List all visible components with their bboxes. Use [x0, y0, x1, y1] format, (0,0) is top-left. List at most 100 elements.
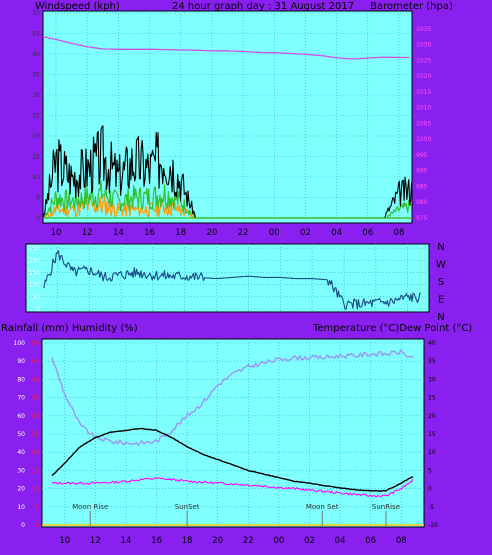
barometer-tick: 1005	[416, 120, 431, 127]
temperature-tick: 20	[428, 413, 436, 420]
x-tick-label: 20	[206, 228, 217, 238]
barometer-tick: 1015	[416, 89, 431, 96]
x-tick-label: 04	[331, 228, 342, 238]
humidity-tick: 100	[14, 340, 26, 347]
wind-barometer-plot	[42, 10, 413, 224]
barometer-tick: 975	[416, 215, 428, 222]
temperature-tick: 35	[428, 358, 436, 365]
x-tick-label: 04	[335, 536, 346, 546]
temperature-tick: -5	[428, 504, 434, 511]
rain-tick: 0	[35, 522, 39, 529]
x-tick-label: 20	[212, 536, 223, 546]
rain-humidity-axis-label: Rainfall (mm) Humidity (%)	[1, 323, 138, 334]
temperature-tick: 30	[428, 376, 436, 383]
x-tick-label: 10	[51, 228, 62, 238]
windspeed-tick: 40	[32, 51, 40, 58]
rain-tick: 10	[31, 486, 39, 493]
x-tick-label: 18	[175, 228, 186, 238]
x-tick-label: 00	[269, 228, 280, 238]
temperature-tick: 10	[428, 449, 436, 456]
direction-series	[43, 250, 422, 310]
rain-tick: 20	[31, 449, 39, 456]
temperature-tick: 0	[428, 486, 432, 493]
x-tick-label: 02	[304, 536, 315, 546]
humidity-tick: 90	[17, 358, 25, 365]
direction-plot-grid	[26, 244, 429, 312]
direction-degree-ticks: 0 50 100 150 200 250	[29, 245, 41, 313]
temperature-ticks: -10 -5 0 5 10 15 20 25 30 35 40	[428, 340, 438, 529]
x-tick-label: 10	[59, 536, 70, 546]
barometer-tick: 1030	[416, 42, 431, 49]
annotation-label: SunRise	[372, 503, 400, 511]
humidity-tick: 70	[17, 395, 25, 402]
windspeed-tick: 35	[32, 72, 40, 79]
windspeed-axis-label: Windspeed (kph)	[35, 1, 120, 12]
windspeed-tick: 50	[32, 10, 40, 17]
windspeed-tick: 25	[32, 113, 40, 120]
compass-tick: N	[437, 312, 444, 323]
temperature-axis-label: Temperature (°C)Dew Point (°C)	[312, 323, 472, 334]
barometer-tick: 1010	[416, 105, 431, 112]
direction-tick: 250	[29, 245, 41, 252]
annotation-label: SunSet	[175, 503, 200, 511]
compass-tick: S	[438, 277, 444, 288]
temperature-tick: 5	[428, 467, 432, 474]
wind-series	[42, 36, 413, 219]
barometer-line	[42, 36, 410, 60]
dewpoint-line	[51, 477, 414, 498]
temp-series	[51, 349, 414, 498]
barometer-tick: 980	[416, 199, 428, 206]
barometer-tick: 1000	[416, 136, 431, 143]
temperature-tick: -10	[428, 522, 438, 529]
windspeed-tick: 45	[32, 31, 40, 38]
barometer-tick: 1035	[416, 26, 431, 33]
barometer-tick: 990	[416, 168, 428, 175]
barometer-tick: 1020	[416, 73, 431, 80]
x-tick-label: 14	[113, 228, 124, 238]
compass-tick: E	[438, 295, 444, 306]
humidity-line	[51, 349, 414, 447]
windspeed-tick: 10	[32, 174, 40, 181]
barometer-tick: 1025	[416, 57, 431, 64]
temp-humidity-plot	[41, 338, 425, 528]
rain-tick: 30	[31, 413, 39, 420]
x-tick-label: 00	[273, 536, 284, 546]
direction-tick: 100	[29, 282, 41, 289]
x-tick-label: 22	[238, 228, 249, 238]
temp-x-ticks: 10 12 14 16 18 20 22 00 02 04 06 08	[59, 536, 406, 546]
rain-tick: 40	[31, 376, 39, 383]
x-tick-label: 08	[396, 536, 407, 546]
direction-tick: 0	[36, 306, 40, 313]
compass-tick: N	[437, 242, 444, 253]
x-tick-label: 12	[90, 536, 101, 546]
direction-line	[43, 250, 422, 310]
rain-tick: 25	[31, 431, 39, 438]
temperature-tick: 15	[428, 431, 436, 438]
humidity-tick: 80	[17, 376, 25, 383]
barometer-axis-label: Barometer (hpa)	[370, 1, 453, 12]
humidity-tick: 0	[21, 522, 25, 529]
barometer-tick: 985	[416, 183, 428, 190]
wind-plot-grid	[43, 11, 412, 223]
direction-tick: 200	[29, 257, 41, 264]
rain-tick: 35	[31, 395, 39, 402]
wind-x-ticks: 10 12 14 16 18 20 22 00 02 04 06 08	[51, 228, 405, 238]
rain-tick: 50	[31, 340, 39, 347]
x-tick-label: 02	[300, 228, 311, 238]
windspeed-tick: 30	[32, 92, 40, 99]
humidity-ticks: 0 10 20 30 40 50 60 70 80 90 100 0 5 10 15 20 25 30 35 40 45…	[14, 340, 40, 529]
annotation-label: Moon Rise	[72, 503, 108, 511]
humidity-tick: 60	[17, 413, 25, 420]
x-tick-label: 18	[182, 536, 193, 546]
rain-tick: 45	[31, 358, 39, 365]
x-tick-label: 16	[151, 536, 162, 546]
rain-tick: 15	[31, 467, 39, 474]
x-tick-label: 14	[121, 536, 132, 546]
x-tick-label: 16	[144, 228, 155, 238]
annotation-label: Moon Set	[306, 503, 339, 511]
compass-tick: W	[436, 260, 446, 271]
direction-tick: 50	[32, 294, 40, 301]
